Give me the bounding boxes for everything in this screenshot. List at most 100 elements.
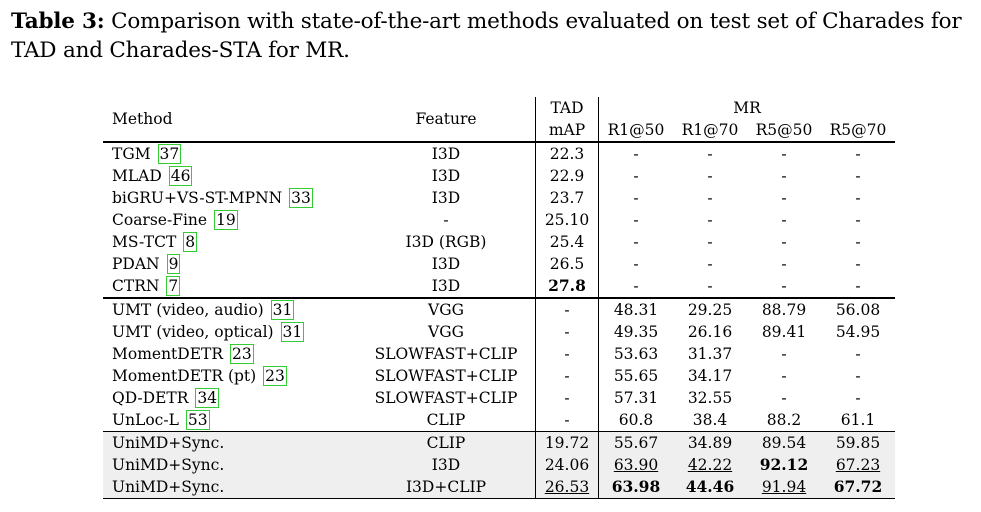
mr-cell-best: 92.12 bbox=[747, 454, 821, 476]
method-name: QD-DETR bbox=[112, 389, 189, 407]
method-cell: MLAD 46 bbox=[103, 165, 357, 187]
mr-cell: 89.41 bbox=[761, 323, 807, 341]
table-row: MomentDETR (pt) 23 SLOWFAST+CLIP - 55.65… bbox=[103, 365, 895, 387]
citation-link[interactable]: 37 bbox=[157, 144, 182, 164]
mr-cell: - bbox=[855, 233, 861, 251]
citation-link[interactable]: 33 bbox=[289, 188, 313, 208]
mr-cell: - bbox=[707, 233, 713, 251]
mr-cell: - bbox=[781, 211, 787, 229]
mr-cell: - bbox=[707, 211, 713, 229]
citation-link[interactable]: 34 bbox=[195, 388, 220, 408]
caption-text: Comparison with state-of-the-art methods… bbox=[11, 9, 962, 63]
mr-cell: 34.17 bbox=[687, 367, 733, 385]
mr-cell: 34.89 bbox=[673, 431, 747, 454]
mr-cell: 55.65 bbox=[613, 367, 659, 385]
mr-cell: - bbox=[633, 189, 639, 207]
table-row: MS-TCT 8 I3D (RGB) 25.4 - - - - bbox=[103, 231, 895, 253]
method-name: UMT (video, audio) bbox=[112, 301, 264, 319]
mr-col-header: R1@50 bbox=[607, 121, 665, 139]
tad-cell: 24.06 bbox=[535, 454, 599, 476]
method-name: TGM bbox=[112, 145, 151, 163]
mr-cell-best: 67.72 bbox=[821, 476, 895, 499]
method-name: MS-TCT bbox=[112, 233, 177, 251]
table-row: biGRU+VS-ST-MPNN 33 I3D 23.7 - - - - bbox=[103, 187, 895, 209]
mr-cell-best: 44.46 bbox=[673, 476, 747, 499]
tad-cell: 26.5 bbox=[535, 253, 599, 275]
mr-cell: - bbox=[855, 389, 861, 407]
tad-cell: - bbox=[535, 365, 599, 387]
feature-cell: VGG bbox=[428, 323, 464, 341]
feature-header: Feature bbox=[415, 110, 477, 128]
mr-cell: 29.25 bbox=[673, 297, 747, 321]
citation-link[interactable]: 46 bbox=[168, 166, 193, 186]
table-row: MLAD 46 I3D 22.9 - - - - bbox=[103, 165, 895, 187]
method-cell: CTRN 7 bbox=[103, 275, 357, 298]
tad-cell: - bbox=[535, 343, 599, 365]
mr-cell-best: 63.98 bbox=[598, 476, 673, 499]
feature-cell: I3D bbox=[357, 454, 536, 476]
tad-cell: - bbox=[535, 297, 599, 321]
feature-cell: I3D (RGB) bbox=[405, 233, 487, 251]
mr-cell: 26.16 bbox=[687, 323, 733, 341]
mr-cell: - bbox=[707, 189, 713, 207]
mr-cell: - bbox=[707, 255, 713, 273]
mr-cell: - bbox=[781, 345, 787, 363]
method-name: MomentDETR bbox=[112, 345, 224, 363]
table-row: UniMD+Sync. I3D 24.06 63.90 42.22 92.12 … bbox=[103, 454, 895, 476]
citation-link[interactable]: 31 bbox=[270, 300, 295, 320]
method-cell: UMT (video, optical) 31 bbox=[103, 321, 357, 343]
mr-cell: - bbox=[855, 255, 861, 273]
mr-cell: - bbox=[633, 255, 639, 273]
table-row: UniMD+Sync. I3D+CLIP 26.53 63.98 44.46 9… bbox=[103, 476, 895, 499]
citation-link[interactable]: 31 bbox=[280, 322, 305, 342]
mr-cell: 31.37 bbox=[687, 345, 733, 363]
citation-link[interactable]: 7 bbox=[166, 276, 181, 296]
citation-link[interactable]: 8 bbox=[183, 232, 198, 252]
mr-cell: - bbox=[781, 167, 787, 185]
feature-cell: SLOWFAST+CLIP bbox=[374, 345, 518, 363]
citation-link[interactable]: 19 bbox=[214, 210, 238, 230]
feature-cell: I3D bbox=[431, 167, 461, 185]
tad-group-header: TAD bbox=[535, 97, 599, 119]
mr-cell: - bbox=[781, 233, 787, 251]
tad-cell-best: 27.8 bbox=[535, 275, 599, 298]
mr-cell: - bbox=[855, 277, 861, 295]
tad-cell: - bbox=[535, 387, 599, 409]
method-name: MomentDETR (pt) bbox=[112, 367, 257, 385]
citation-link[interactable]: 53 bbox=[185, 410, 210, 430]
citation-link[interactable]: 23 bbox=[263, 366, 287, 386]
method-cell: MomentDETR 23 bbox=[103, 343, 357, 365]
mr-cell: - bbox=[821, 141, 895, 165]
method-cell: QD-DETR 34 bbox=[103, 387, 357, 409]
method-name: Coarse-Fine bbox=[112, 211, 208, 229]
method-cell: UnLoc-L 53 bbox=[103, 409, 357, 432]
citation-link[interactable]: 23 bbox=[229, 344, 254, 364]
mr-cell: - bbox=[781, 367, 787, 385]
mr-cell: 60.8 bbox=[618, 411, 654, 429]
feature-cell: I3D bbox=[431, 189, 461, 207]
mr-cell-second: 42.22 bbox=[673, 454, 747, 476]
feature-cell: I3D+CLIP bbox=[357, 476, 536, 499]
method-cell: UniMD+Sync. bbox=[103, 476, 357, 499]
feature-cell: - bbox=[443, 211, 449, 229]
citation-link[interactable]: 9 bbox=[166, 254, 181, 274]
method-cell: MomentDETR (pt) 23 bbox=[103, 365, 357, 387]
mr-col-header: R1@70 bbox=[681, 121, 739, 139]
mr-cell: 88.79 bbox=[747, 297, 821, 321]
table-caption: Table 3: Comparison with state-of-the-ar… bbox=[11, 7, 976, 65]
mr-cell: 89.54 bbox=[747, 431, 821, 454]
mr-cell: 48.31 bbox=[598, 297, 673, 321]
tad-cell: 25.10 bbox=[535, 209, 599, 231]
mr-cell: - bbox=[633, 211, 639, 229]
mr-cell: - bbox=[781, 389, 787, 407]
mr-col-header: R5@50 bbox=[755, 121, 813, 139]
tad-cell: 23.7 bbox=[535, 187, 599, 209]
method-name: CTRN bbox=[112, 277, 160, 295]
method-cell: biGRU+VS-ST-MPNN 33 bbox=[103, 187, 357, 209]
mr-cell: 57.31 bbox=[613, 389, 659, 407]
mr-cell: 59.85 bbox=[821, 431, 895, 454]
feature-cell: SLOWFAST+CLIP bbox=[374, 367, 518, 385]
mr-cell: 88.2 bbox=[766, 411, 802, 429]
table-row: QD-DETR 34 SLOWFAST+CLIP - 57.31 32.55 -… bbox=[103, 387, 895, 409]
mr-cell: - bbox=[747, 141, 821, 165]
